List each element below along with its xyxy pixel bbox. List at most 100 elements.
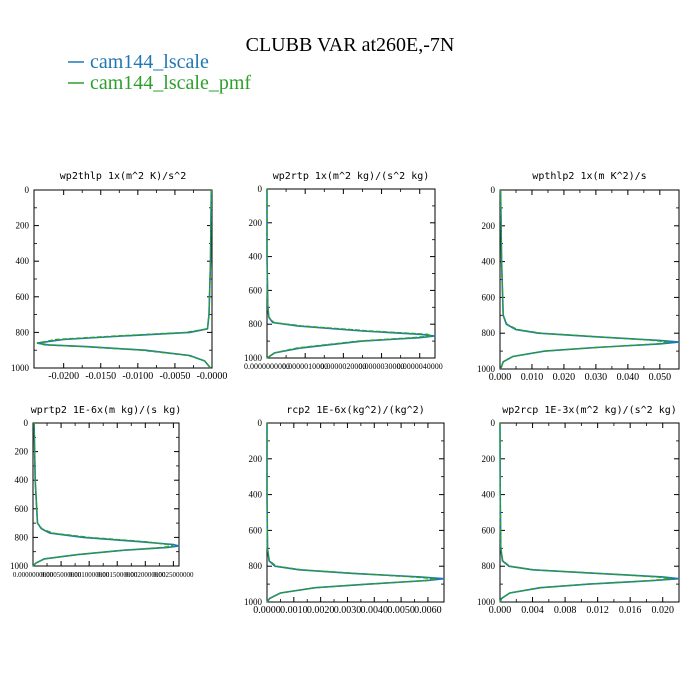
series-line-cam144-lscale <box>499 189 680 370</box>
y-tick-label: 1000 <box>11 363 30 373</box>
y-tick-label: 400 <box>15 475 29 485</box>
plot-frame <box>33 189 213 369</box>
y-tick-label: 800 <box>482 328 496 338</box>
x-tick-label: 0.020 <box>651 605 674 616</box>
y-tick-label: 200 <box>249 454 263 464</box>
x-tick-label: 0.0000 <box>253 605 281 616</box>
y-tick-label: 0 <box>24 418 29 428</box>
x-tick-label: 0.0000020000 <box>320 362 366 371</box>
x-tick-label: -0.0050 <box>159 371 190 382</box>
x-tick-label: -0.0150 <box>85 371 116 382</box>
y-tick-label: 600 <box>16 292 30 302</box>
y-tick-label: 400 <box>482 257 496 267</box>
plot-frame <box>266 188 436 359</box>
y-tick-label: 200 <box>15 447 29 457</box>
series-line-cam144-lscale <box>32 422 180 567</box>
chart-panel: wp2rcp 1E-3x(m^2 kg)/(s^2 kg) 0 200 400 600 8… <box>477 405 680 616</box>
series-line-cam144-lscale-pmf <box>266 189 434 359</box>
x-tick-label: 0.016 <box>619 605 642 616</box>
x-tick-label: 0.008 <box>554 605 577 616</box>
x-tick-label: 0.0025000000 <box>153 571 194 579</box>
y-tick-label: 0 <box>25 185 30 195</box>
x-tick-label: 0.0010000000 <box>69 571 110 579</box>
y-tick-label: 600 <box>482 525 496 535</box>
series-line-cam144-lscale-pmf <box>499 189 670 370</box>
legend-label: cam144_lscale <box>90 51 209 73</box>
x-tick-label: 0.010 <box>521 372 544 383</box>
x-tick-label: 0.0000010000 <box>282 362 328 371</box>
y-tick-label: 200 <box>482 221 496 231</box>
series-line-cam144-lscale <box>499 422 680 603</box>
panel-title: wp2rcp 1E-3x(m^2 kg)/(s^2 kg) <box>502 405 677 416</box>
y-tick-label: 0 <box>491 185 496 195</box>
x-tick-label: 0.000 <box>489 372 512 383</box>
panel-title: wprtp2 1E-6x(m kg)/(s kg) <box>31 405 182 416</box>
x-tick-label: 0.0020 <box>307 605 335 616</box>
x-tick-label: 0.0005000000 <box>41 571 82 579</box>
y-tick-label: 200 <box>249 218 263 228</box>
series-line-cam144-lscale-pmf <box>266 423 437 603</box>
x-tick-label: 0.0040 <box>361 605 389 616</box>
y-tick-label: 400 <box>249 490 263 500</box>
y-tick-label: 1000 <box>477 364 496 374</box>
y-tick-label: 200 <box>482 454 496 464</box>
x-tick-label: 0.0000030000 <box>359 362 405 371</box>
chart-panel: wprtp2 1E-6x(m kg)/(s kg)0 200 400 600 800 10… <box>10 405 194 579</box>
series-line-cam144-lscale-pmf <box>36 189 212 369</box>
chart-panel: wp2thlp 1x(m^2 K)/s^2 0 200 400 600 800 1000 -0… <box>11 171 227 382</box>
y-tick-label: 400 <box>482 490 496 500</box>
y-tick-label: 200 <box>16 221 30 231</box>
y-tick-label: 600 <box>249 525 263 535</box>
chart-panel: wp2rtp 1x(m^2 kg)/(s^2 kg) 0 200 400 600 800 1… <box>244 171 443 371</box>
y-tick-label: 600 <box>249 285 263 295</box>
legend-entry: cam144_lscale_pmf <box>68 72 251 94</box>
y-tick-label: 400 <box>249 252 263 262</box>
x-tick-label: 0.0050 <box>387 605 415 616</box>
x-tick-label: 0.0000000000 <box>244 362 290 371</box>
panel-title: rcp2 1E-6x(kg^2)/(kg^2) <box>286 405 424 416</box>
chart-panel: wpthlp2 1x(m K^2)/s 0 200 400 600 800 10000.00… <box>477 171 680 383</box>
x-tick-label: 0.000 <box>489 605 512 616</box>
x-tick-label: 0.020 <box>553 372 576 383</box>
panel-title: wp2thlp 1x(m^2 K)/s^2 <box>60 171 186 182</box>
x-tick-label: 0.040 <box>617 372 640 383</box>
x-tick-label: 0.012 <box>586 605 609 616</box>
y-tick-label: 800 <box>16 327 30 337</box>
series-line-cam144-lscale-pmf <box>32 422 174 567</box>
y-tick-label: 0 <box>491 418 496 428</box>
x-tick-label: 0.0010 <box>280 605 308 616</box>
panel-title: wpthlp2 1x(m K^2)/s <box>532 171 646 182</box>
y-tick-label: 400 <box>16 256 30 266</box>
x-tick-label: 0.0020000000 <box>125 571 166 579</box>
plot-frame <box>32 422 180 567</box>
series-line-cam144-lscale <box>266 189 436 359</box>
series-line-cam144-lscale <box>266 423 445 603</box>
x-tick-label: -0.0100 <box>122 371 153 382</box>
y-tick-label: 800 <box>249 561 263 571</box>
y-tick-label: 1000 <box>477 597 496 607</box>
y-tick-label: 600 <box>15 504 29 514</box>
y-tick-label: 800 <box>482 561 496 571</box>
x-tick-label: 0.0030 <box>334 605 362 616</box>
y-tick-label: 1000 <box>10 561 29 571</box>
x-tick-label: -0.0000 <box>197 371 228 382</box>
series-line-cam144-lscale <box>36 189 213 369</box>
plot-frame <box>266 422 445 603</box>
legend-label: cam144_lscale_pmf <box>90 72 251 94</box>
x-tick-label: 0.0015000000 <box>97 571 138 579</box>
x-tick-label: 0.030 <box>585 372 608 383</box>
x-tick-label: 0.050 <box>649 372 672 383</box>
x-tick-label: -0.0200 <box>48 371 79 382</box>
chart-panels: wp2thlp 1x(m^2 K)/s^2 0 200 400 600 800 1000 -0… <box>10 171 680 616</box>
series-line-cam144-lscale-pmf <box>499 422 673 603</box>
panel-title: wp2rtp 1x(m^2 kg)/(s^2 kg) <box>273 171 430 182</box>
legend-entry: cam144_lscale <box>68 51 209 73</box>
x-tick-label: 0.0000040000 <box>397 362 443 371</box>
y-tick-label: 800 <box>15 532 29 542</box>
y-tick-label: 1000 <box>244 353 263 363</box>
y-tick-label: 0 <box>258 418 263 428</box>
y-tick-label: 800 <box>249 319 263 329</box>
x-tick-label: 0.004 <box>521 605 544 616</box>
